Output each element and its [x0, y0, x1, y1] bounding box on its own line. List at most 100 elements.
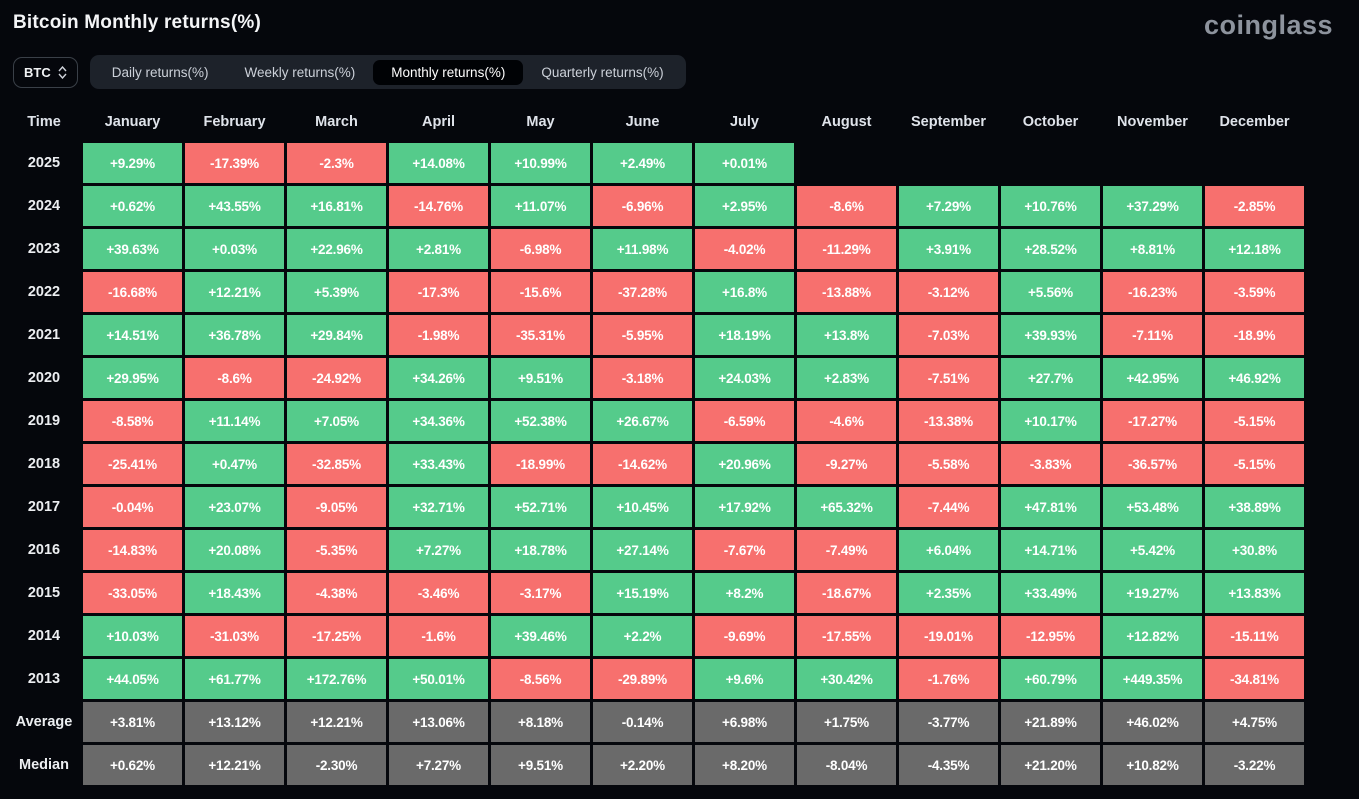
controls-row: BTC Daily returns(%) Weekly returns(%) M… — [13, 55, 1359, 89]
return-cell: -7.67% — [695, 530, 794, 570]
return-cell: +3.81% — [83, 702, 182, 742]
return-cell: +2.20% — [593, 745, 692, 785]
chevron-up-down-icon — [58, 65, 67, 79]
col-header-month: June — [625, 113, 660, 130]
return-cell: -13.38% — [899, 401, 998, 441]
return-cell: +20.96% — [695, 444, 794, 484]
return-cell: -7.11% — [1103, 315, 1202, 355]
return-cell: +16.81% — [287, 186, 386, 226]
return-cell: -3.18% — [593, 358, 692, 398]
return-cell: -4.6% — [797, 401, 896, 441]
return-cell: +14.08% — [389, 143, 488, 183]
return-cell: +65.32% — [797, 487, 896, 527]
return-cell: +8.81% — [1103, 229, 1202, 269]
row-label: 2018 — [27, 456, 61, 472]
return-cell: -1.6% — [389, 616, 488, 656]
tab-monthly-returns[interactable]: Monthly returns(%) — [373, 59, 524, 85]
return-cell: -29.89% — [593, 659, 692, 699]
col-header-month: September — [911, 113, 986, 130]
return-cell: +9.29% — [83, 143, 182, 183]
return-cell: +52.38% — [491, 401, 590, 441]
col-header-month: May — [526, 113, 555, 130]
col-header-month: August — [821, 113, 872, 130]
return-cell: +46.92% — [1205, 358, 1304, 398]
return-cell: +18.19% — [695, 315, 794, 355]
return-cell: +10.99% — [491, 143, 590, 183]
return-cell: +34.26% — [389, 358, 488, 398]
return-cell: -0.04% — [83, 487, 182, 527]
return-cell: -3.77% — [899, 702, 998, 742]
empty-cell — [1205, 143, 1304, 183]
row-label: 2019 — [27, 413, 61, 429]
return-cell: -9.27% — [797, 444, 896, 484]
return-cell: +0.62% — [83, 186, 182, 226]
return-cell: -17.3% — [389, 272, 488, 312]
return-cell: -32.85% — [287, 444, 386, 484]
tab-daily-returns[interactable]: Daily returns(%) — [111, 64, 209, 80]
return-cell: +32.71% — [389, 487, 488, 527]
col-header-month: July — [729, 113, 759, 130]
return-cell: +13.83% — [1205, 573, 1304, 613]
return-cell: -17.39% — [185, 143, 284, 183]
return-cell: -2.3% — [287, 143, 386, 183]
empty-cell — [1103, 143, 1202, 183]
return-cell: -17.27% — [1103, 401, 1202, 441]
return-cell: -1.76% — [899, 659, 998, 699]
tab-quarterly-returns[interactable]: Quarterly returns(%) — [541, 64, 664, 80]
return-cell: +16.8% — [695, 272, 794, 312]
return-cell: -7.49% — [797, 530, 896, 570]
return-cell: +20.08% — [185, 530, 284, 570]
coin-selector[interactable]: BTC — [13, 56, 78, 88]
return-cell: +8.2% — [695, 573, 794, 613]
return-cell: +2.2% — [593, 616, 692, 656]
return-cell: +10.45% — [593, 487, 692, 527]
return-cell: +2.35% — [899, 573, 998, 613]
return-cell: +9.6% — [695, 659, 794, 699]
return-cell: +2.49% — [593, 143, 692, 183]
return-cell: +12.21% — [287, 702, 386, 742]
row-label: 2014 — [27, 628, 61, 644]
return-cell: +0.03% — [185, 229, 284, 269]
return-cell: -3.83% — [1001, 444, 1100, 484]
return-cell: -8.04% — [797, 745, 896, 785]
return-cell: +18.43% — [185, 573, 284, 613]
col-header-month: December — [1219, 113, 1290, 130]
return-cell: +14.71% — [1001, 530, 1100, 570]
return-cell: +449.35% — [1103, 659, 1202, 699]
return-cell: -14.62% — [593, 444, 692, 484]
return-cell: +43.55% — [185, 186, 284, 226]
return-cell: +7.29% — [899, 186, 998, 226]
empty-cell — [1001, 143, 1100, 183]
return-cell: -9.05% — [287, 487, 386, 527]
return-cell: -14.76% — [389, 186, 488, 226]
return-cell: +5.42% — [1103, 530, 1202, 570]
return-cell: +44.05% — [83, 659, 182, 699]
return-cell: +15.19% — [593, 573, 692, 613]
row-label: 2024 — [27, 198, 61, 214]
return-cell: -17.55% — [797, 616, 896, 656]
returns-tab-group: Daily returns(%) Weekly returns(%) Month… — [89, 55, 686, 89]
coinglass-logo[interactable]: coinglass — [1203, 10, 1333, 40]
return-cell: +27.14% — [593, 530, 692, 570]
return-cell: +0.62% — [83, 745, 182, 785]
return-cell: +12.82% — [1103, 616, 1202, 656]
return-cell: +24.03% — [695, 358, 794, 398]
return-cell: +0.47% — [185, 444, 284, 484]
return-cell: +13.8% — [797, 315, 896, 355]
tab-weekly-returns[interactable]: Weekly returns(%) — [244, 64, 356, 80]
return-cell: +39.46% — [491, 616, 590, 656]
row-label: 2016 — [27, 542, 61, 558]
col-header-month: January — [104, 113, 161, 130]
return-cell: -2.85% — [1205, 186, 1304, 226]
return-cell: -8.58% — [83, 401, 182, 441]
return-cell: +2.83% — [797, 358, 896, 398]
return-cell: -14.83% — [83, 530, 182, 570]
row-label: 2020 — [27, 370, 61, 386]
return-cell: +30.42% — [797, 659, 896, 699]
return-cell: +17.92% — [695, 487, 794, 527]
return-cell: +13.12% — [185, 702, 284, 742]
row-label: 2015 — [27, 585, 61, 601]
return-cell: -4.02% — [695, 229, 794, 269]
return-cell: +28.52% — [1001, 229, 1100, 269]
row-label: 2013 — [27, 671, 61, 687]
